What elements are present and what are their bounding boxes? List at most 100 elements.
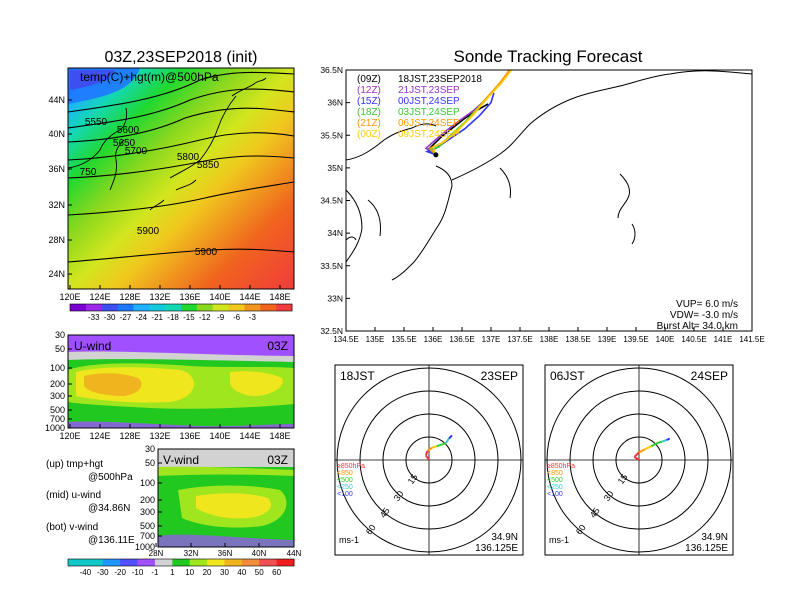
hodograph-date: 23SEP — [481, 369, 518, 383]
colorbar-swatch — [259, 559, 278, 566]
track-legend-run: (00Z) — [357, 129, 381, 140]
map500-temp-field — [68, 68, 294, 289]
vwind-core-yellow — [196, 493, 272, 519]
colorbar-label: -20 — [114, 568, 126, 577]
param-vdw: VDW= -3.0 m/s — [670, 310, 738, 321]
hodograph-trace-segment — [657, 440, 663, 445]
hodograph-trace-segment — [436, 443, 442, 448]
uwind-p-tick-label: 200 — [50, 379, 65, 389]
map500-height-contours — [68, 71, 294, 263]
hodograph-level-label: ≥850hPa — [337, 463, 365, 470]
height-label-text: 5800 — [177, 152, 200, 163]
hodograph-level-label: <850 — [337, 470, 353, 477]
colorbar-frame — [69, 303, 293, 312]
vwind-surface — [158, 534, 294, 547]
track-legend-run: (21Z) — [357, 118, 381, 129]
height-label-text: 5650 — [113, 138, 136, 149]
legend-up-b: @500hPa — [88, 472, 133, 483]
hodograph-level-label: <850 — [547, 470, 563, 477]
map500-frame — [67, 67, 295, 290]
uwind-p-tick-label: 50 — [55, 344, 65, 354]
track-legend-entry: (15Z) 00JST,24SEP — [357, 96, 460, 107]
hodograph-lon: 136.125E — [685, 543, 728, 554]
track-legend-label: 09JST,24SEP — [398, 129, 460, 140]
map500-lat-ticks: 44N 40N 36N 32N 28N 24N — [48, 95, 72, 279]
track-lat-tick-label: 34.5N — [320, 196, 343, 206]
hodograph-trace-segment — [448, 434, 453, 440]
uwind-lon-tick-label: 132E — [149, 431, 170, 441]
hodograph-ring-label: 45 — [588, 506, 602, 520]
uwind-jet-orange — [84, 373, 142, 396]
track-lat-tick-label: 34N — [327, 228, 343, 238]
legend-up-a: (up) tmp+hgt — [46, 459, 103, 470]
track-lat-tick-label: 32.5N — [320, 326, 343, 336]
right-title: Sonde Tracking Forecast — [454, 47, 643, 66]
height-label-text: 5850 — [197, 160, 220, 171]
colorbar-swatch — [133, 304, 150, 311]
colorbar-label: 50 — [255, 568, 264, 577]
vwind-p-tick-label: 300 — [140, 507, 155, 517]
track-lon-tick-label: 141.5E — [739, 335, 764, 344]
colorbar-label: 1 — [170, 568, 175, 577]
hodograph-trace-segment — [661, 439, 667, 443]
colorbar-label: 40 — [237, 568, 246, 577]
hodograph-time: 18JST — [340, 369, 375, 383]
colorbar-swatch — [102, 559, 121, 566]
param-vup: VUP= 6.0 m/s — [676, 299, 738, 310]
uwind-time: 03Z — [267, 339, 288, 353]
track-lines — [424, 70, 513, 156]
vwind-colorbar: -40 -30 -20 -10 -1 1 10 20 30 40 50 60 — [67, 558, 295, 577]
uwind-top-band — [68, 335, 294, 357]
hodograph-trace-segment — [425, 454, 430, 461]
track-lon-tick-label: 138.5E — [565, 335, 590, 344]
hodograph-level-label: <250 — [547, 484, 563, 491]
vwind-top-band — [158, 449, 294, 467]
track-lon-tick-label: 135.5E — [391, 335, 416, 344]
colorbar-label: -27 — [120, 313, 132, 322]
map500-lat-tick-label: 28N — [48, 235, 65, 245]
colorbar-swatch — [149, 304, 166, 311]
colorbar-label: 30 — [220, 568, 229, 577]
colorbar-swatch — [101, 304, 119, 311]
colorbar-label: -10 — [132, 568, 144, 577]
colorbar-swatch — [244, 304, 261, 311]
height-label-text: 5900 — [137, 226, 160, 237]
colorbar-swatch — [68, 559, 86, 566]
track-lon-tick-label: 139E — [598, 335, 617, 344]
track-line-6 — [431, 70, 513, 156]
vwind-p-tick-label: 500 — [140, 521, 155, 531]
track-legend-entry: (18Z) 03JST,24SEP — [357, 107, 460, 118]
track-legend-run: (18Z) — [357, 107, 381, 118]
track-lat-tick-label: 33.5N — [320, 261, 343, 271]
hodograph-date: 24SEP — [691, 369, 728, 383]
vwind-p-tick-label: 50 — [145, 458, 155, 468]
uwind-jet-right — [230, 371, 283, 396]
track-lat-tick-label: 36.5N — [320, 65, 343, 75]
height-label-text: 750 — [80, 167, 97, 178]
track-lat-tick-label: 33N — [327, 293, 343, 303]
height-label-text: 5900 — [195, 247, 218, 258]
colorbar-label: 20 — [203, 568, 212, 577]
height-label: 5650 — [113, 138, 136, 149]
map500-lon-tick-label: 136E — [179, 292, 200, 302]
map500-cold-core-inner — [70, 70, 115, 90]
map500-lon-tick-label: 148E — [269, 292, 290, 302]
colorbar-swatch — [276, 304, 293, 311]
track-legend-label: 21JST,23SEP — [398, 85, 460, 96]
vwind-p-tick-label: 100 — [140, 478, 155, 488]
vwind-lat-ticks: 28N 32N 36N 40N 44N — [149, 543, 302, 558]
legend-bot-b: @136.11E — [88, 535, 135, 546]
uwind-p-tick-label: 1000 — [45, 423, 65, 433]
track-legend-label: 18JST,23SEP2018 — [398, 74, 482, 85]
track-lon-tick-label: 141E — [714, 335, 733, 344]
uwind-lon-tick-label: 124E — [89, 431, 110, 441]
colorbar-swatch — [154, 559, 173, 566]
map500-lon-tick-label: 120E — [59, 292, 80, 302]
track-lon-tick-label: 137E — [482, 335, 501, 344]
track-line-3 — [424, 92, 495, 156]
hodograph-level-label: <250 — [337, 484, 353, 491]
track-legend-label: 03JST,24SEP — [398, 107, 460, 118]
map500-lat-tick-label: 24N — [48, 269, 65, 279]
